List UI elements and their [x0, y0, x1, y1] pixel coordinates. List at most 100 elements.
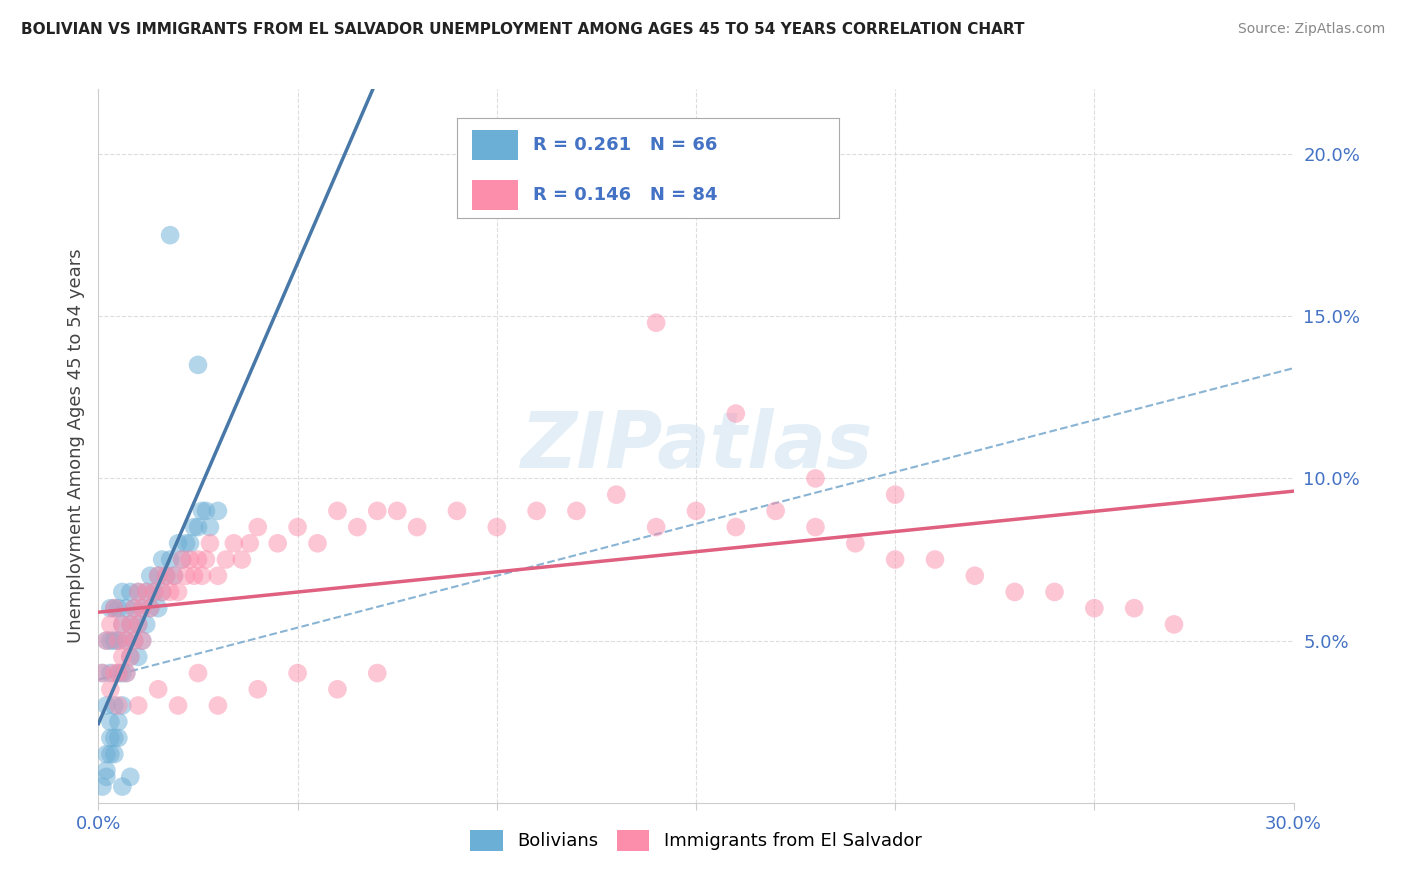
Point — [1123, 601, 1146, 615]
Point — [124, 601, 146, 615]
Point — [366, 504, 388, 518]
Point — [198, 536, 221, 550]
Point — [139, 601, 162, 615]
Point — [127, 698, 149, 713]
Point — [115, 666, 138, 681]
Point — [111, 666, 134, 681]
Point — [326, 682, 349, 697]
Point — [155, 568, 177, 582]
Point — [183, 568, 205, 582]
Point — [167, 536, 190, 550]
Point — [127, 617, 149, 632]
Point — [96, 764, 118, 778]
Point — [107, 601, 129, 615]
Point — [107, 714, 129, 729]
Point — [91, 666, 114, 681]
Point — [91, 666, 114, 681]
Point — [485, 520, 508, 534]
Point — [207, 698, 229, 713]
Point — [111, 585, 134, 599]
Point — [103, 731, 125, 745]
Point — [159, 228, 181, 243]
Point — [96, 770, 118, 784]
Point — [98, 731, 122, 745]
Point — [111, 617, 134, 632]
Point — [143, 585, 166, 599]
Point — [127, 617, 149, 632]
Point — [1004, 585, 1026, 599]
Point — [127, 649, 149, 664]
Point — [96, 747, 118, 761]
Point — [150, 552, 173, 566]
Point — [98, 633, 122, 648]
Point — [103, 666, 125, 681]
Point — [107, 633, 129, 648]
Point — [172, 552, 194, 566]
Point — [385, 504, 409, 518]
Point — [187, 520, 209, 534]
Point — [107, 731, 129, 745]
Point — [135, 585, 157, 599]
Point — [120, 770, 142, 784]
Point — [159, 552, 181, 566]
Point — [120, 649, 142, 664]
Point — [143, 585, 166, 599]
Point — [183, 520, 205, 534]
Point — [115, 601, 138, 615]
Point — [406, 520, 429, 534]
Point — [120, 649, 142, 664]
Point — [103, 698, 125, 713]
Point — [179, 552, 201, 566]
Text: BOLIVIAN VS IMMIGRANTS FROM EL SALVADOR UNEMPLOYMENT AMONG AGES 45 TO 54 YEARS C: BOLIVIAN VS IMMIGRANTS FROM EL SALVADOR … — [21, 22, 1025, 37]
Point — [131, 601, 153, 615]
Point — [98, 747, 122, 761]
Point — [150, 585, 173, 599]
Text: Source: ZipAtlas.com: Source: ZipAtlas.com — [1237, 22, 1385, 37]
Point — [172, 552, 194, 566]
Point — [148, 568, 170, 582]
Point — [159, 585, 181, 599]
Point — [963, 568, 986, 582]
Point — [111, 617, 134, 632]
Point — [526, 504, 548, 518]
Point — [366, 666, 388, 681]
Point — [111, 649, 134, 664]
Point — [127, 585, 149, 599]
Point — [222, 536, 245, 550]
Point — [884, 552, 907, 566]
Point — [287, 666, 309, 681]
Point — [724, 407, 747, 421]
Point — [150, 585, 173, 599]
Point — [107, 633, 129, 648]
Point — [131, 633, 153, 648]
Point — [103, 633, 125, 648]
Point — [239, 536, 262, 550]
Point — [246, 520, 269, 534]
Point — [207, 504, 229, 518]
Point — [98, 666, 122, 681]
Point — [844, 536, 866, 550]
Point — [91, 780, 114, 794]
Point — [187, 552, 209, 566]
Point — [120, 585, 142, 599]
Point — [103, 601, 125, 615]
Y-axis label: Unemployment Among Ages 45 to 54 years: Unemployment Among Ages 45 to 54 years — [66, 249, 84, 643]
Point — [139, 601, 162, 615]
Point — [1083, 601, 1105, 615]
Point — [246, 682, 269, 697]
Point — [187, 666, 209, 681]
Point — [231, 552, 253, 566]
Point — [167, 585, 190, 599]
Point — [135, 585, 157, 599]
Point — [207, 568, 229, 582]
Point — [120, 617, 142, 632]
Point — [124, 633, 146, 648]
Point — [565, 504, 588, 518]
Point — [198, 520, 221, 534]
Point — [924, 552, 946, 566]
Point — [195, 504, 218, 518]
Point — [167, 698, 190, 713]
Point — [174, 568, 197, 582]
Point — [111, 698, 134, 713]
Point — [446, 504, 468, 518]
